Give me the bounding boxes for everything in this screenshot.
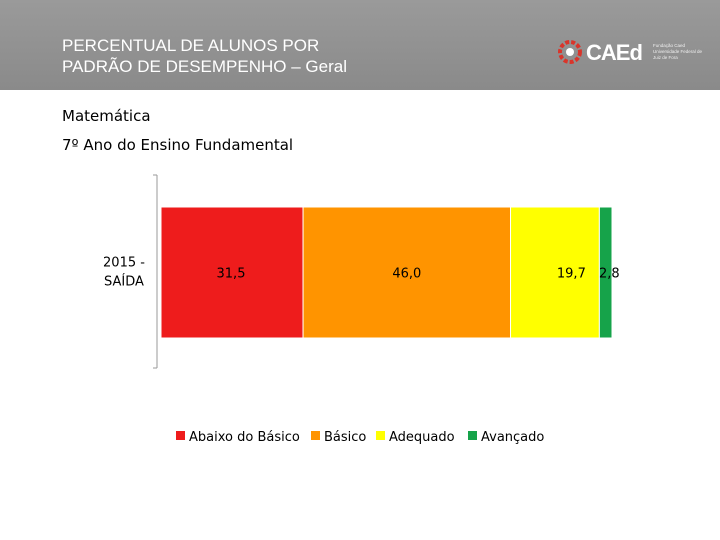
value-label-4: 2,8 — [599, 267, 620, 282]
bar-segment-3 — [510, 206, 600, 339]
bar-segment-4 — [598, 206, 613, 339]
legend-label-2: Básico — [324, 430, 366, 445]
value-label-2: 46,0 — [392, 267, 421, 282]
caed-logo: CAEd Fundação Caed Universidade Federal … — [558, 40, 708, 66]
page-title-line1: PERCENTUAL DE ALUNOS POR — [62, 36, 320, 55]
page-title: PERCENTUAL DE ALUNOS POR PADRÃO DE DESEM… — [62, 35, 347, 77]
legend-label-4: Avançado — [481, 430, 544, 445]
logo-text: CAEd — [586, 40, 643, 65]
header-bar: PERCENTUAL DE ALUNOS POR PADRÃO DE DESEM… — [0, 0, 720, 90]
value-label-1: 31,5 — [217, 267, 246, 282]
subject-label: Matemática — [62, 107, 151, 125]
legend-label-1: Abaixo do Básico — [189, 430, 300, 445]
value-label-3: 19,7 — [557, 267, 586, 282]
grade-label: 7º Ano do Ensino Fundamental — [62, 136, 294, 154]
legend-swatch-3 — [376, 431, 385, 440]
page-title-line2: PADRÃO DE DESEMPENHO – Geral — [62, 57, 347, 76]
legend-swatch-1 — [176, 431, 185, 440]
bar-segment-2 — [302, 206, 512, 339]
legend-swatch-4 — [468, 431, 477, 440]
category-label-line-2: SAÍDA — [104, 274, 144, 290]
legend-label-3: Adequado — [389, 430, 455, 445]
category-label-line-1: 2015 - — [103, 256, 145, 271]
legend-swatch-2 — [311, 431, 320, 440]
caed-logo-icon — [558, 40, 582, 64]
logo-subtext: Fundação Caed Universidade Federal de Ju… — [653, 43, 703, 60]
